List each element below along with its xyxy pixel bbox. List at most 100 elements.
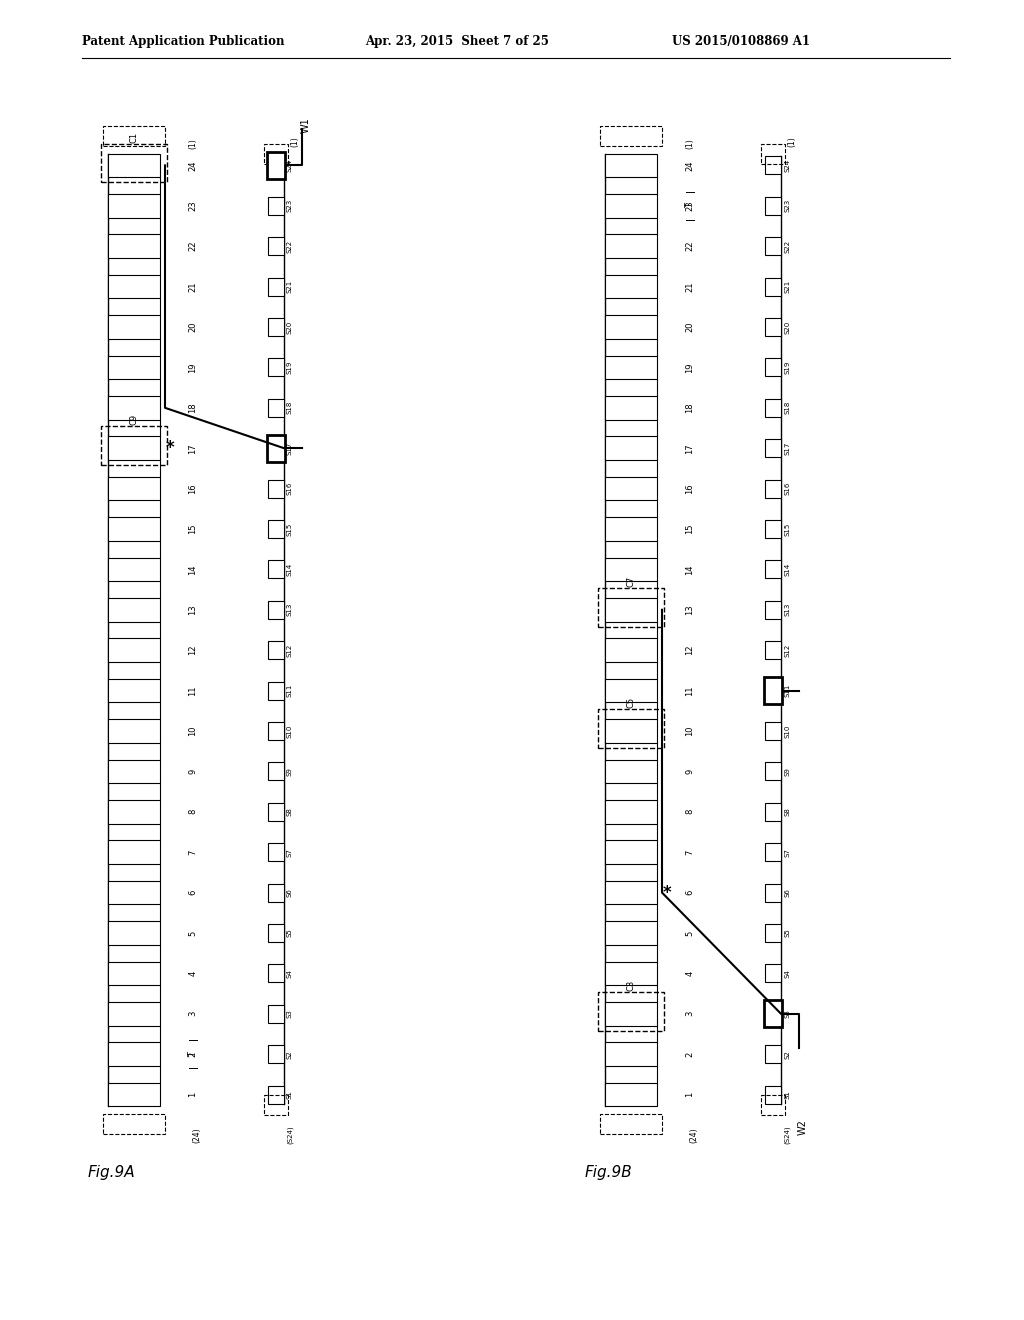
Bar (268, 1005, 284, 1023)
Text: 12: 12 (188, 645, 198, 656)
Bar (605, 639, 657, 661)
Text: 5: 5 (188, 931, 198, 936)
Bar (268, 358, 284, 376)
Text: S10: S10 (784, 725, 790, 738)
Text: Patent Application Publication: Patent Application Publication (82, 36, 285, 49)
Text: C9: C9 (129, 414, 138, 425)
Bar (765, 803, 781, 821)
Bar (605, 1082, 657, 1106)
Text: S15: S15 (784, 523, 790, 536)
Bar (765, 1085, 781, 1104)
Text: S18: S18 (287, 401, 293, 414)
Bar (264, 1094, 288, 1114)
Bar (108, 1002, 160, 1026)
Bar (103, 127, 165, 147)
Bar (765, 763, 781, 780)
Bar (605, 396, 657, 420)
Text: 17: 17 (685, 444, 694, 454)
Bar (268, 197, 284, 215)
Text: S22: S22 (287, 240, 293, 252)
Text: S10: S10 (287, 725, 293, 738)
Text: S11: S11 (287, 684, 293, 697)
Text: S8: S8 (287, 808, 293, 816)
Text: 17: 17 (188, 444, 198, 454)
Text: (1): (1) (291, 136, 299, 147)
Bar (605, 962, 657, 985)
Bar (268, 277, 284, 296)
Text: S5: S5 (784, 929, 790, 937)
Text: S16: S16 (287, 482, 293, 495)
Text: *: * (166, 440, 174, 457)
Bar (600, 1114, 662, 1134)
Text: 3: 3 (188, 1011, 198, 1016)
Text: T: T (188, 1052, 198, 1057)
Text: 10: 10 (188, 726, 198, 737)
Text: S2: S2 (287, 1049, 293, 1059)
Bar (765, 440, 781, 457)
Text: S4: S4 (287, 969, 293, 978)
Text: (S24): (S24) (287, 1126, 294, 1144)
Text: US 2015/0108869 A1: US 2015/0108869 A1 (672, 36, 810, 49)
Bar (268, 763, 284, 780)
Text: 22: 22 (685, 242, 694, 251)
Bar (268, 440, 284, 457)
Text: S22: S22 (784, 240, 790, 252)
Bar (605, 355, 657, 379)
Text: S8: S8 (784, 808, 790, 816)
Text: (1): (1) (685, 137, 694, 149)
Text: 24: 24 (188, 160, 198, 170)
Bar (605, 760, 657, 783)
Text: *: * (663, 883, 672, 902)
Bar (765, 965, 781, 982)
Bar (108, 517, 160, 541)
Text: 9: 9 (685, 768, 694, 774)
Bar (605, 678, 657, 702)
Bar (268, 965, 284, 982)
Text: 11: 11 (685, 685, 694, 696)
Bar (101, 426, 167, 465)
Bar (605, 477, 657, 500)
Bar (108, 1043, 160, 1067)
Bar (765, 156, 781, 174)
Bar (765, 1005, 781, 1023)
Bar (598, 993, 664, 1031)
Bar (765, 197, 781, 215)
Text: (S24): (S24) (784, 1126, 791, 1144)
Text: 6: 6 (685, 890, 694, 895)
Bar (108, 1082, 160, 1106)
Bar (108, 194, 160, 218)
Text: S17: S17 (287, 441, 293, 455)
Text: S24: S24 (784, 158, 790, 172)
Bar (108, 880, 160, 904)
Bar (268, 479, 284, 498)
Text: S9: S9 (287, 767, 293, 776)
Bar (268, 681, 284, 700)
Text: S2: S2 (784, 1049, 790, 1059)
Text: 23: 23 (188, 201, 198, 211)
Text: S18: S18 (784, 401, 790, 414)
Text: W2: W2 (798, 1119, 808, 1135)
Bar (761, 1094, 785, 1114)
Text: S3: S3 (784, 1010, 790, 1018)
Bar (605, 1002, 657, 1026)
Bar (108, 719, 160, 743)
Text: Apr. 23, 2015  Sheet 7 of 25: Apr. 23, 2015 Sheet 7 of 25 (365, 36, 549, 49)
Text: S7: S7 (287, 847, 293, 857)
Text: S23: S23 (287, 199, 293, 213)
Text: S17: S17 (784, 441, 790, 455)
Text: (24): (24) (689, 1127, 698, 1143)
Text: 23: 23 (685, 201, 694, 211)
Text: S23: S23 (784, 199, 790, 213)
Bar (268, 642, 284, 659)
Text: 15: 15 (685, 524, 694, 535)
Text: (1): (1) (787, 136, 797, 147)
Bar (108, 841, 160, 863)
Bar (605, 598, 657, 622)
Bar (108, 437, 160, 459)
Text: S15: S15 (287, 523, 293, 536)
Bar (765, 1045, 781, 1064)
Text: 20: 20 (188, 322, 198, 333)
Bar (765, 924, 781, 942)
Text: 5: 5 (685, 931, 694, 936)
Bar (605, 800, 657, 824)
